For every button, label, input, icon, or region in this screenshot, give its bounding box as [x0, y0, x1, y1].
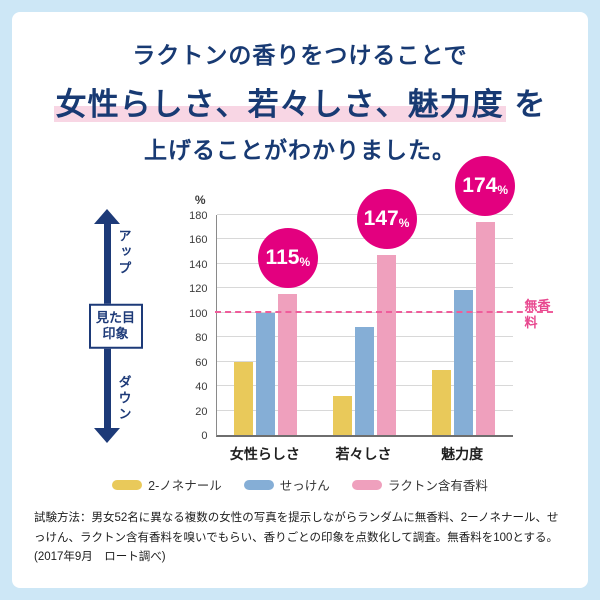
legend-label: 2-ノネナール: [148, 479, 222, 493]
legend-item: ラクトン含有香料: [351, 475, 488, 494]
baseline-label: 無香料: [524, 298, 551, 330]
gridline: [216, 287, 513, 289]
impression-box-line2: 印象: [102, 326, 129, 341]
bar-せっけん: [355, 327, 374, 435]
percent-badge-value: 174: [462, 174, 498, 198]
percent-badge-value: 147: [363, 207, 399, 231]
headline-line2: 女性らしさ、若々しさ、魅力度 を: [12, 79, 588, 124]
y-tick-label: 20: [195, 405, 208, 418]
y-tick-label: 160: [189, 234, 208, 247]
bar-せっけん: [256, 312, 276, 435]
y-axis-unit: %: [194, 193, 206, 207]
percent-badge: 147%: [356, 189, 417, 250]
percent-badge: 115%: [257, 228, 318, 289]
x-axis-labels: 女性らしさ 若々しさ 魅力度: [216, 437, 512, 465]
baseline-100: [214, 310, 553, 313]
bar-ラクトン含有香料: [475, 222, 495, 435]
plot-area: % 無香料 0 20 40 60 80 100 120 140 160 180 115% 147% 17…: [189, 156, 553, 442]
y-tick-label: 80: [195, 332, 208, 345]
footnote: 試験方法：男女52名に異なる複数の女性の写真を提示しながらランダムに無香料、2ー…: [34, 512, 559, 564]
legend-swatch: [112, 479, 143, 490]
legend-swatch: [243, 479, 274, 490]
headline-highlight: 女性らしさ、若々しさ、魅力度: [53, 87, 506, 122]
content-card: ラクトンの香りをつけることで 女性らしさ、若々しさ、魅力度 を 上げることがわか…: [12, 12, 588, 588]
bar-2-ノネナール: [431, 370, 451, 435]
bar-せっけん: [453, 289, 473, 435]
y-tick-label: 60: [195, 356, 208, 369]
headline: ラクトンの香りをつけることで 女性らしさ、若々しさ、魅力度 を 上げることがわか…: [12, 36, 588, 165]
chart-legend: 2-ノネナール せっけん ラクトン含有香料: [12, 475, 588, 494]
category-label: 若々しさ: [335, 446, 392, 462]
bar-2-ノネナール: [234, 361, 254, 435]
y-tick-label: 0: [201, 430, 208, 442]
y-tick-label: 120: [189, 283, 208, 296]
plot-wrap: % 無香料 0 20 40 60 80 100 120 140 160 180 115% 147% 17…: [170, 156, 553, 465]
legend-label: せっけん: [279, 479, 330, 493]
category-label: 女性らしさ: [229, 446, 300, 462]
percent-badge-value: 115: [265, 246, 300, 270]
impression-box-line1: 見た目: [95, 309, 135, 325]
impression-box: 見た目 印象: [88, 303, 143, 349]
impression-axis-widget: アップ 見た目 印象 ダウン: [88, 209, 144, 443]
percent-badge-unit: %: [299, 254, 311, 269]
chart-section: アップ 見た目 印象 ダウン % 無香料 0 20 40 60 80 100 120 140 1…: [12, 156, 588, 465]
headline-line1: ラクトンの香りをつけることで: [132, 43, 468, 68]
y-tick-label: 140: [189, 258, 208, 271]
arrow-down-icon: [93, 428, 120, 443]
down-label: ダウン: [114, 373, 134, 425]
headline-suffix: を: [505, 87, 547, 122]
gridline: [216, 262, 513, 264]
headline-line3: 上げることがわかりました。: [144, 138, 456, 163]
legend-label: ラクトン含有香料: [387, 479, 488, 493]
bar-2-ノネナール: [333, 395, 352, 435]
percent-badge-unit: %: [497, 182, 509, 197]
legend-item: 2-ノネナール: [112, 475, 222, 494]
legend-item: せっけん: [243, 475, 330, 494]
y-tick-label: 40: [195, 381, 208, 394]
arrow-up-icon: [93, 209, 120, 224]
bar-ラクトン含有香料: [377, 255, 396, 435]
category-label: 魅力度: [441, 446, 484, 462]
y-tick-label: 180: [189, 210, 208, 222]
y-tick-label: 100: [189, 307, 208, 320]
up-label: アップ: [114, 227, 134, 279]
percent-badge: 174%: [455, 156, 516, 217]
bar-ラクトン含有香料: [278, 294, 298, 435]
legend-swatch: [351, 479, 382, 490]
percent-badge-unit: %: [398, 215, 410, 230]
